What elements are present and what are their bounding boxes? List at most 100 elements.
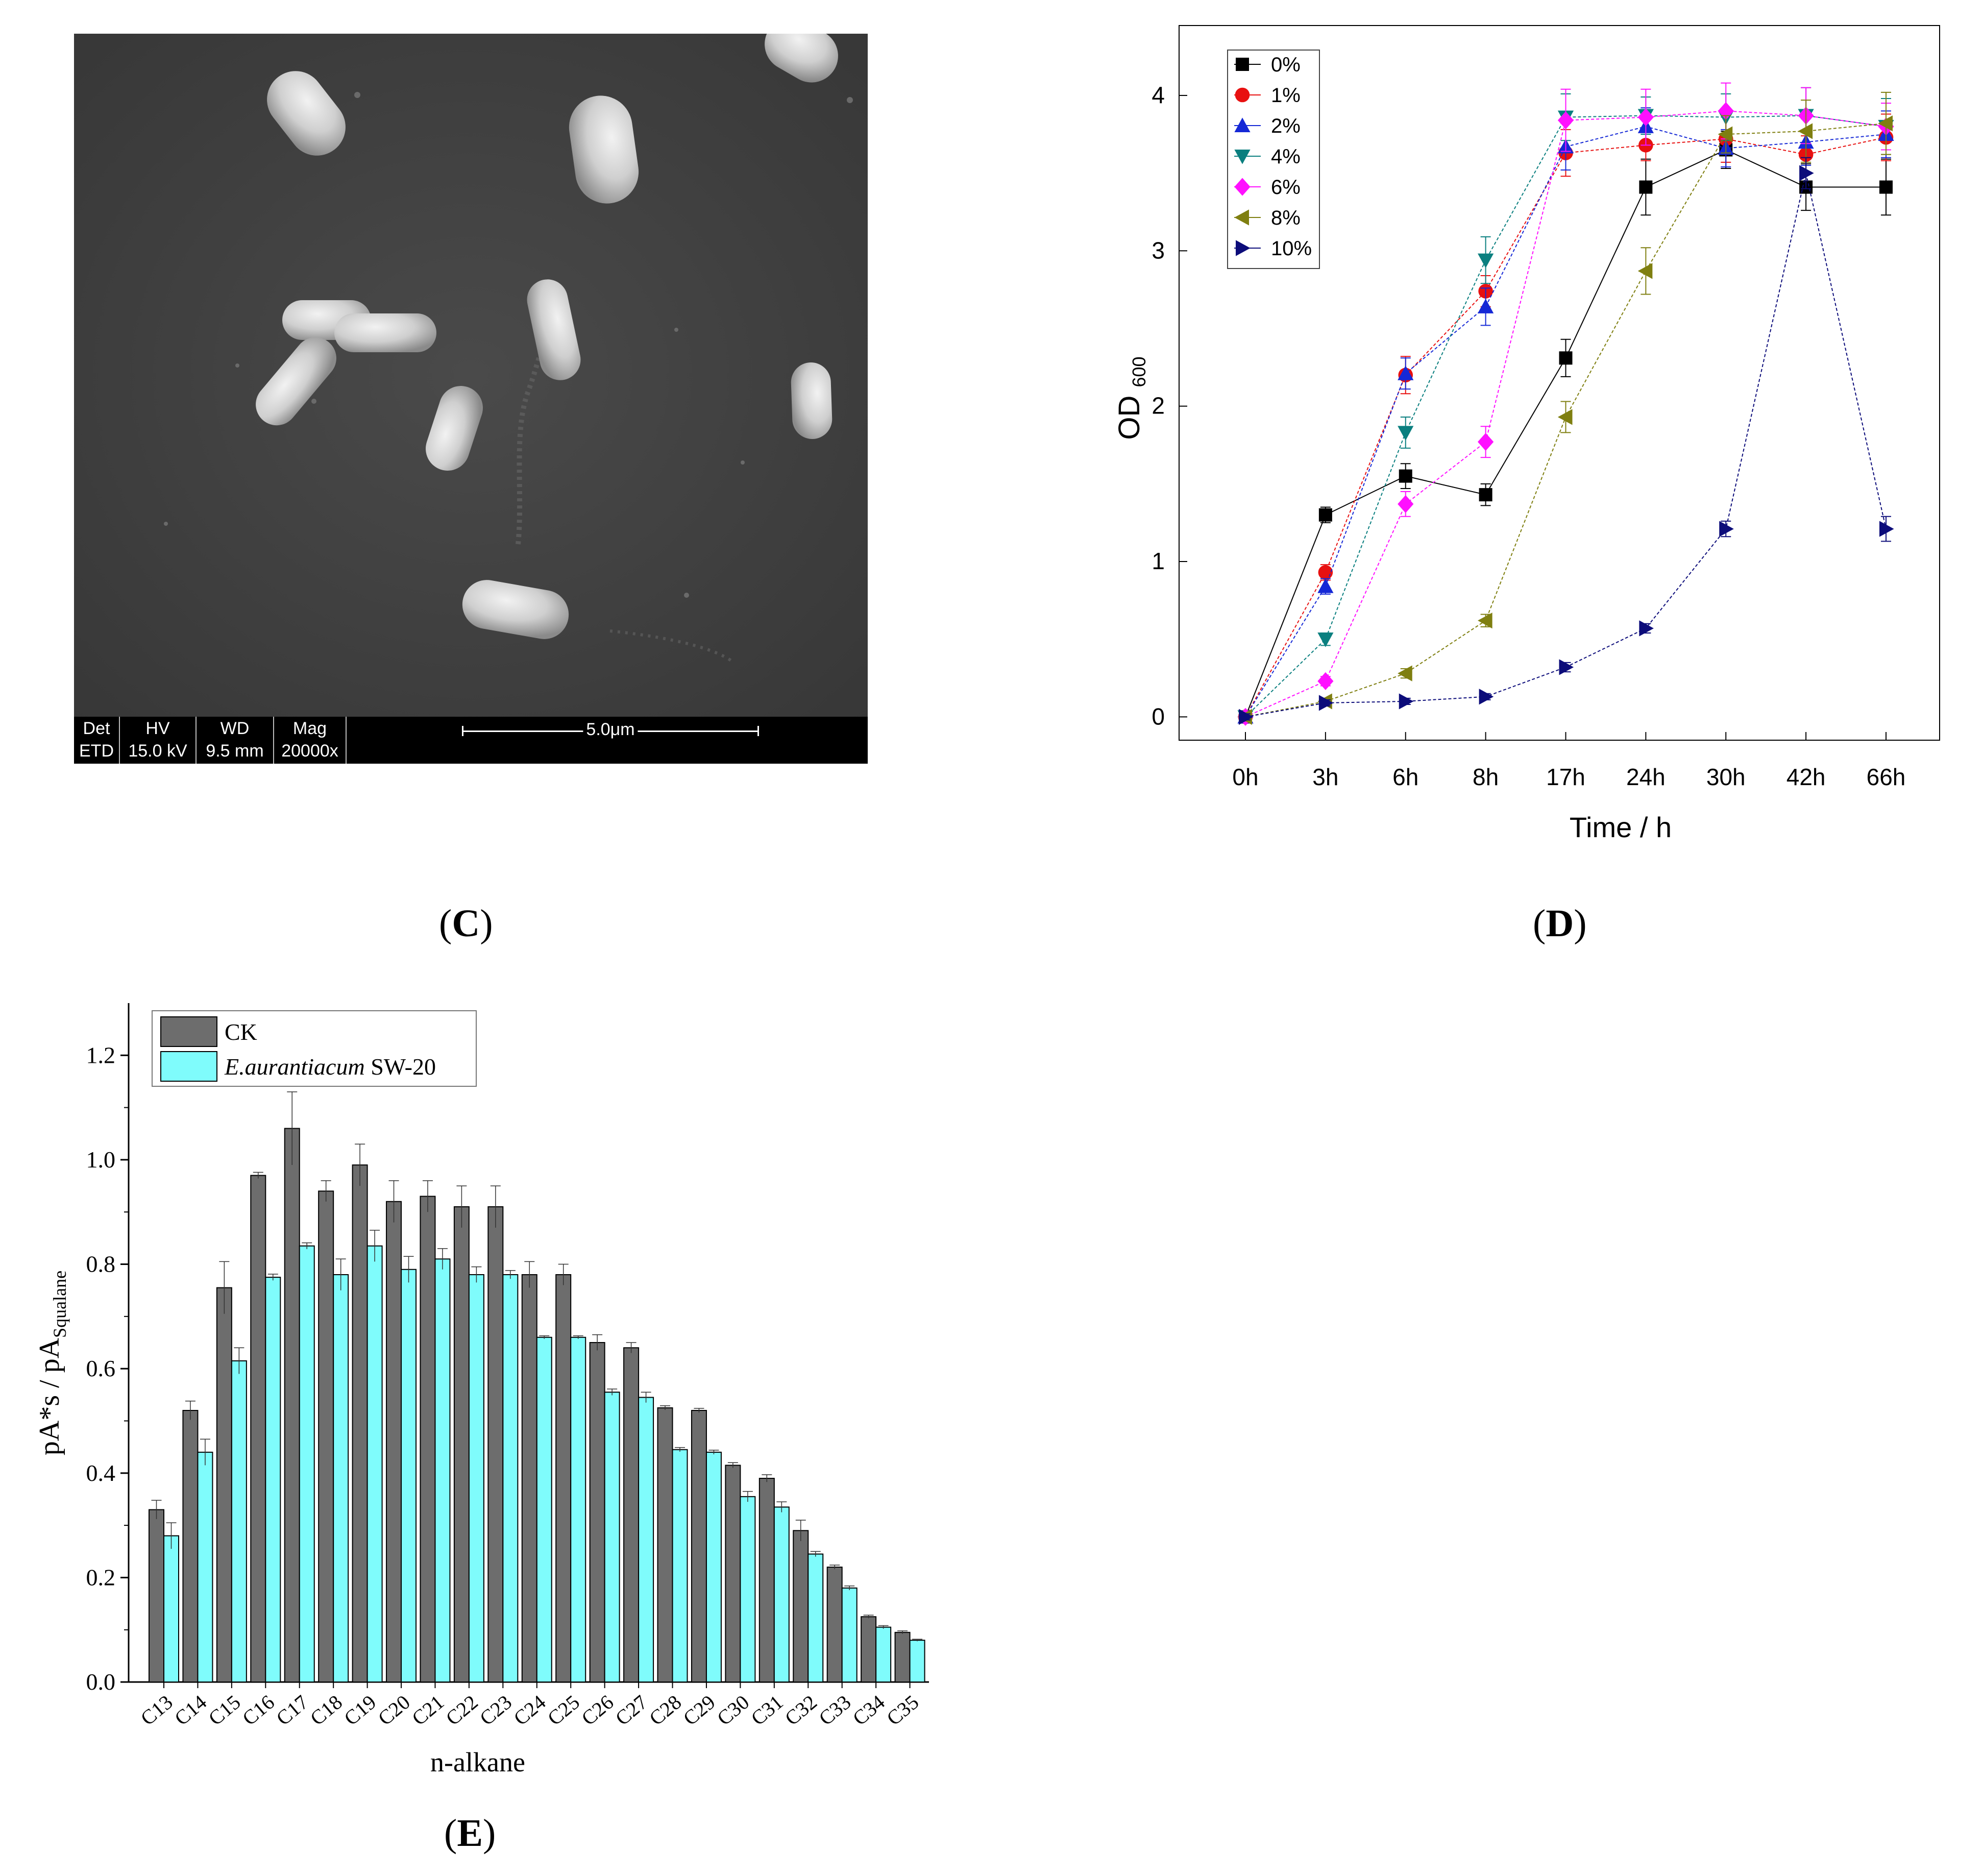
y-tick-label: 0.4	[86, 1460, 116, 1486]
x-tick-label: 24h	[1626, 764, 1666, 790]
x-tick-label: C33	[814, 1690, 855, 1729]
bar	[333, 1274, 349, 1683]
bar	[705, 1451, 722, 1683]
x-tick-label: C34	[848, 1690, 889, 1729]
data-point	[1719, 521, 1734, 537]
sem-image	[74, 34, 868, 717]
bacterial-cells	[256, 34, 838, 639]
x-tick-label: C17	[272, 1690, 313, 1729]
data-point	[1559, 659, 1574, 675]
bar	[725, 1465, 741, 1683]
data-point	[1799, 165, 1814, 181]
sem-header-hv: HV	[145, 719, 170, 738]
x-tick-label: C26	[577, 1690, 618, 1729]
bar	[318, 1190, 334, 1683]
bar	[366, 1245, 383, 1683]
legend-label-sw20: E.aurantiacum SW-20	[224, 1054, 436, 1080]
data-point	[1479, 488, 1492, 502]
bar	[740, 1496, 756, 1683]
bar	[638, 1397, 654, 1683]
x-tick-label: 66h	[1867, 764, 1906, 790]
x-tick-label: C35	[882, 1690, 923, 1729]
y-tick-label: 0.6	[86, 1355, 116, 1381]
bar	[672, 1449, 688, 1683]
data-point	[1398, 426, 1414, 441]
legend-marker	[1234, 178, 1251, 196]
x-tick-label: C24	[509, 1690, 550, 1729]
y-tick-label: 0.8	[86, 1251, 116, 1277]
bar	[589, 1342, 605, 1683]
legend-label: 6%	[1271, 176, 1301, 199]
data-point	[1317, 672, 1334, 690]
series-line	[1245, 173, 1887, 718]
bar	[521, 1274, 537, 1683]
data-point	[1479, 689, 1494, 705]
data-point	[1878, 115, 1893, 132]
bar	[434, 1258, 451, 1683]
y-axis-label-sub: Squalane	[50, 1271, 70, 1338]
x-tick-label: C19	[339, 1690, 380, 1729]
bar	[401, 1269, 417, 1683]
sem-info-bar: Det ETD HV 15.0 kV WD 9.5 mm Mag 20000x …	[74, 717, 868, 764]
bacterial-cell	[426, 386, 483, 471]
sem-info-mag: Mag 20000x	[274, 717, 347, 764]
sem-value-hv: 15.0 kV	[128, 741, 187, 761]
bar	[604, 1392, 620, 1683]
series-0pct	[1239, 130, 1893, 724]
bar	[570, 1336, 586, 1683]
bar	[793, 1530, 809, 1683]
data-point	[1398, 495, 1414, 513]
data-point	[1557, 409, 1573, 425]
series-8pct	[1237, 91, 1893, 725]
bacterial-cell	[267, 71, 346, 156]
sem-header-wd: WD	[220, 719, 250, 738]
bar	[773, 1506, 790, 1683]
panel-label-d: (D)	[1533, 902, 1587, 945]
legend: CK E.aurantiacum SW-20	[152, 1010, 477, 1087]
bar	[216, 1287, 232, 1683]
data-point	[1879, 521, 1894, 537]
data-point	[1318, 508, 1332, 522]
bar	[468, 1274, 484, 1683]
chart-e-alkane-bars: 0.00.20.40.60.81.01.2C13C14C15C16C17C18C…	[34, 1003, 929, 1777]
bar	[420, 1196, 436, 1683]
scale-bar: 5.0μm	[462, 720, 759, 741]
bar	[758, 1478, 775, 1683]
bar	[691, 1410, 707, 1683]
data-point	[1718, 126, 1733, 142]
bar	[841, 1587, 858, 1683]
data-point	[1398, 366, 1414, 380]
x-tick-label: C27	[611, 1690, 652, 1729]
x-tick-label: 6h	[1392, 764, 1418, 790]
bar	[502, 1274, 519, 1683]
sem-info-hv: HV 15.0 kV	[120, 717, 197, 764]
x-tick-label: C32	[780, 1690, 821, 1729]
legend-label: 8%	[1271, 207, 1301, 229]
series-ck	[149, 1091, 911, 1683]
x-tick-label: 17h	[1546, 764, 1585, 790]
bar	[163, 1535, 179, 1683]
bar	[909, 1640, 925, 1683]
x-tick-label: C16	[238, 1690, 279, 1729]
sem-value-wd: 9.5 mm	[206, 741, 264, 761]
series-10pct	[1239, 157, 1894, 725]
scale-bar-tick-left	[462, 726, 463, 736]
bar	[657, 1407, 673, 1683]
series-line	[1245, 149, 1886, 717]
data-point	[1637, 108, 1654, 127]
x-tick-label: 30h	[1706, 764, 1746, 790]
bacterial-cell	[527, 279, 581, 380]
sem-header-mag: Mag	[292, 719, 327, 738]
x-tick-label: C22	[442, 1690, 482, 1729]
data-point	[1478, 433, 1494, 451]
bar	[487, 1206, 504, 1683]
sem-value-mag: 20000x	[281, 741, 338, 761]
legend: 0% 1% 2% 4% 6% 8% 10%	[1227, 50, 1320, 269]
bar	[875, 1626, 892, 1683]
bacterial-cell	[569, 95, 639, 204]
legend-label: 4%	[1271, 145, 1301, 168]
data-point	[1399, 693, 1414, 710]
bar	[182, 1410, 199, 1683]
bar	[265, 1277, 281, 1683]
data-point	[1317, 632, 1334, 647]
